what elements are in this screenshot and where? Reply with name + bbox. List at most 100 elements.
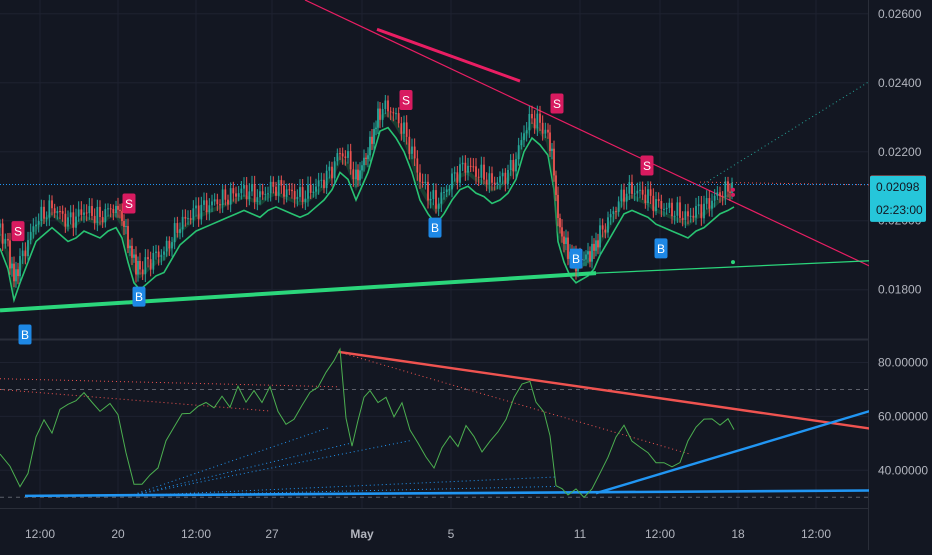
candle-body — [99, 206, 101, 217]
time-tick-label: 11 — [574, 527, 587, 541]
signal-badge-label: S — [643, 159, 651, 173]
candle-body — [649, 189, 652, 196]
candle-body — [671, 202, 673, 217]
axes-layer: 0.018000.020000.022000.024000.0260040.00… — [25, 0, 932, 550]
candle-body — [617, 201, 620, 212]
candle-body — [259, 191, 261, 198]
candle-body — [647, 189, 649, 204]
candle-body — [155, 251, 157, 253]
candle-body — [697, 204, 700, 207]
candle-body — [700, 204, 703, 219]
candle-body — [657, 199, 660, 201]
candle-body — [493, 182, 496, 185]
candle-body — [633, 193, 636, 195]
candle-body — [291, 189, 293, 192]
rsi-tick-label: 80.00000 — [878, 356, 928, 370]
candle-body — [272, 181, 275, 187]
time-tick-label: 18 — [731, 527, 745, 541]
time-tick-label: 12:00 — [801, 527, 831, 541]
candle-body — [19, 256, 21, 277]
candle-body — [203, 200, 205, 205]
candle-body — [377, 108, 379, 128]
candle-body — [464, 162, 467, 173]
signal-badge-label: S — [14, 225, 22, 239]
candle-body — [187, 218, 189, 220]
candle-body — [83, 212, 85, 215]
candle-body — [299, 187, 301, 197]
candle-body — [101, 216, 104, 223]
price-tick-label: 0.02200 — [878, 145, 922, 159]
candle-body — [625, 193, 628, 202]
candle-body — [408, 136, 411, 154]
resistance-trendline — [304, 0, 871, 267]
candle-body — [373, 129, 375, 144]
candle-body — [480, 164, 483, 178]
rsi-support-trendline — [24, 489, 871, 498]
rsi-dotted-blue — [129, 476, 556, 497]
candle-body — [719, 192, 721, 197]
candle-body — [475, 166, 477, 177]
candle-body — [355, 169, 357, 180]
candle-body — [615, 211, 617, 213]
candle-body — [173, 223, 176, 243]
candle-body — [189, 218, 192, 220]
candle-body — [549, 132, 551, 151]
candle-body — [323, 179, 325, 189]
rsi-dotted-blue — [129, 442, 351, 497]
signal-badge-bg — [11, 221, 25, 242]
candle-body — [655, 199, 657, 211]
candle-body — [208, 205, 211, 213]
candle-body — [45, 217, 48, 219]
candle-body — [325, 170, 328, 189]
candle-body — [520, 140, 523, 146]
candle-body — [429, 199, 432, 201]
candle-body — [17, 269, 19, 277]
candle-body — [727, 181, 729, 192]
candle-body — [555, 175, 557, 195]
candle-body — [184, 216, 187, 219]
candle-body — [612, 211, 615, 215]
candle-body — [363, 157, 365, 166]
rsi-dotted-blue — [129, 426, 331, 497]
candle-body — [232, 188, 235, 194]
candle-body — [448, 189, 451, 191]
candle-body — [125, 226, 127, 228]
signal-badge-bg — [132, 286, 146, 307]
candle-body — [729, 191, 731, 193]
candle-body — [461, 162, 464, 165]
candle-body — [88, 206, 91, 214]
candle-body — [607, 217, 609, 233]
candle-body — [115, 205, 117, 213]
signal-badge-label: B — [572, 252, 580, 266]
time-tick-label: 5 — [448, 527, 455, 541]
drawing-layer — [0, 0, 871, 313]
rsi-rising-trendline — [595, 409, 871, 495]
candle-body — [0, 223, 1, 228]
rsi-dotted-blue — [129, 485, 556, 497]
candle-body — [141, 269, 144, 275]
candle-body — [512, 159, 515, 172]
candle-body — [168, 240, 171, 249]
candle-body — [235, 193, 237, 197]
candle-body — [152, 252, 155, 270]
price-tick-label: 0.01800 — [878, 283, 922, 297]
candle-body — [589, 251, 591, 262]
projection-dotted-line — [699, 80, 871, 187]
candle-body — [559, 218, 561, 228]
candle-body — [64, 213, 67, 227]
candle-body — [367, 155, 369, 160]
signal-badge-bg — [640, 155, 654, 176]
signal-badge-label: S — [553, 97, 561, 111]
candle-body — [628, 182, 631, 194]
candle-body — [488, 173, 491, 185]
candle-body — [205, 200, 208, 213]
candle-body — [333, 161, 336, 179]
candle-body — [491, 173, 493, 183]
candle-body — [219, 204, 221, 206]
candle-body — [705, 198, 708, 204]
candle-body — [352, 169, 355, 180]
candle-body — [315, 186, 317, 192]
candle-body — [301, 187, 304, 202]
